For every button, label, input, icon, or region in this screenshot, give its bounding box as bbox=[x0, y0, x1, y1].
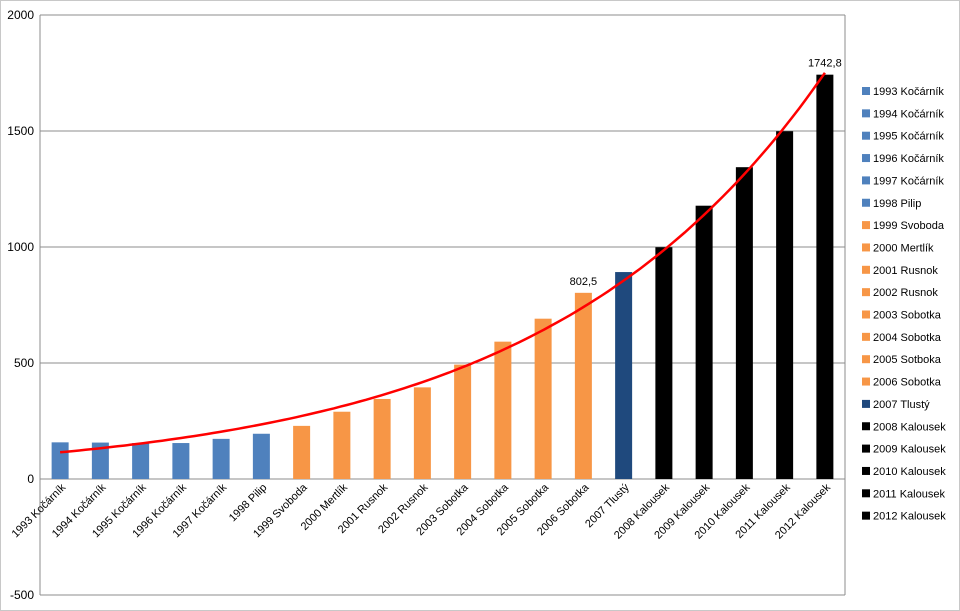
legend-label: 2000 Mertlík bbox=[873, 242, 934, 254]
bar bbox=[333, 411, 351, 479]
legend-label: 2001 Rusnok bbox=[873, 265, 938, 277]
legend-swatch bbox=[862, 444, 870, 453]
y-axis-ticks: 2000 1500 1000 500 0 -500 bbox=[7, 8, 34, 602]
legend-swatch bbox=[862, 422, 870, 431]
bar bbox=[534, 318, 552, 479]
y-tick-label: -500 bbox=[10, 588, 34, 602]
bar bbox=[454, 364, 472, 479]
legend-swatch bbox=[862, 131, 870, 140]
legend-label: 2005 Sotboka bbox=[873, 354, 942, 366]
y-tick-label: 1500 bbox=[7, 124, 34, 138]
legend-label: 2004 Sobotka bbox=[873, 332, 942, 344]
bar bbox=[816, 74, 834, 479]
bar bbox=[252, 433, 270, 479]
legend-label: 2002 Rusnok bbox=[873, 287, 938, 299]
bar bbox=[695, 205, 713, 480]
bars bbox=[51, 74, 834, 480]
legend-swatch bbox=[862, 399, 870, 408]
y-tick-label: 500 bbox=[14, 356, 34, 370]
legend-label: 2010 Kalousek bbox=[873, 466, 946, 478]
legend-swatch bbox=[862, 198, 870, 207]
bar bbox=[51, 442, 69, 479]
y-tick-label: 2000 bbox=[7, 8, 34, 22]
legend-swatch bbox=[862, 489, 870, 498]
bar bbox=[776, 131, 794, 479]
legend-label: 1999 Svoboda bbox=[873, 220, 945, 232]
legend-swatch bbox=[862, 355, 870, 364]
legend-swatch bbox=[862, 87, 870, 95]
legend-swatch bbox=[862, 154, 870, 163]
legend-swatch bbox=[862, 466, 870, 475]
legend-label: 1995 Kočárník bbox=[873, 131, 944, 143]
bar bbox=[373, 398, 391, 479]
bar bbox=[615, 272, 633, 479]
data-label: 1742,8 bbox=[808, 58, 842, 70]
legend-label: 2006 Sobotka bbox=[873, 377, 942, 389]
bar bbox=[132, 443, 150, 479]
data-labels: 802,5 1742,8 bbox=[570, 58, 842, 288]
legend-label: 2009 Kalousek bbox=[873, 444, 946, 456]
bar bbox=[293, 425, 311, 479]
legend-label: 2003 Sobotka bbox=[873, 310, 942, 322]
legend-swatch bbox=[862, 109, 870, 118]
trendline bbox=[59, 72, 826, 454]
legend-label: 1998 Pilip bbox=[873, 198, 921, 210]
bar bbox=[494, 341, 512, 479]
legend-swatch bbox=[862, 377, 870, 386]
y-tick-label: 1000 bbox=[7, 240, 34, 254]
legend-swatch bbox=[862, 243, 870, 252]
legend-label: 2008 Kalousek bbox=[873, 421, 946, 433]
legend-swatch bbox=[862, 221, 870, 230]
bar bbox=[91, 442, 109, 479]
bar bbox=[172, 443, 190, 479]
bar bbox=[735, 167, 753, 479]
legend-label: 1994 Kočárník bbox=[873, 108, 944, 120]
legend-swatch bbox=[862, 332, 870, 341]
legend-label: 1996 Kočárník bbox=[873, 153, 944, 165]
legend-label: 1993 Kočárník bbox=[873, 86, 944, 98]
legend-swatch bbox=[862, 176, 870, 185]
data-label: 802,5 bbox=[570, 276, 598, 288]
y-tick-label: 0 bbox=[27, 472, 34, 486]
trendline-path bbox=[59, 72, 826, 454]
legend-label: 1997 Kočárník bbox=[873, 175, 944, 187]
legend-label: 2007 Tlustý bbox=[873, 399, 930, 411]
bar bbox=[413, 387, 431, 479]
bar bbox=[574, 292, 592, 479]
legend-swatch bbox=[862, 265, 870, 274]
bar bbox=[212, 438, 230, 479]
legend-label: 2011 Kalousek bbox=[873, 488, 945, 500]
legend-label: 2012 Kalousek bbox=[873, 511, 946, 523]
legend-swatch bbox=[862, 511, 870, 520]
legend-swatch bbox=[862, 310, 870, 319]
legend: 1993 Kočárník 1994 Kočárník 1995 Kočárník 1… bbox=[862, 86, 946, 523]
bar bbox=[655, 247, 673, 479]
legend-swatch bbox=[862, 288, 870, 297]
